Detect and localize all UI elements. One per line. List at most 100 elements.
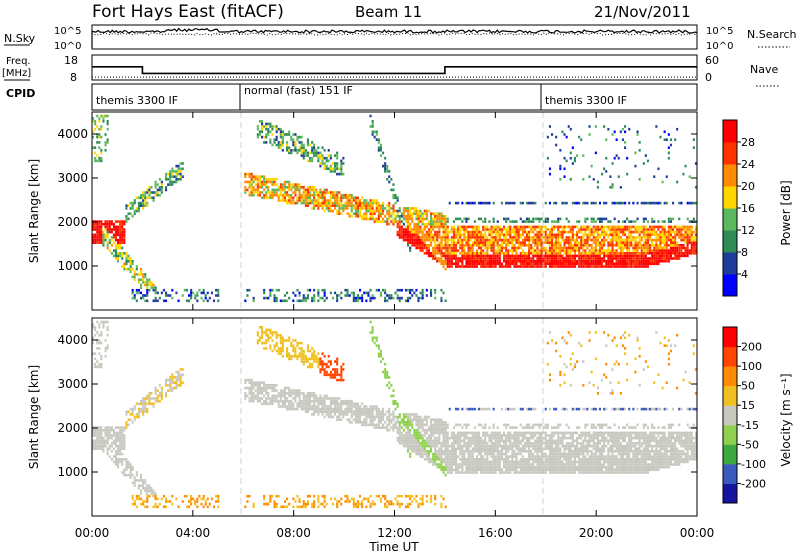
heatmap-cell	[304, 191, 307, 194]
heatmap-cell	[152, 492, 155, 495]
heatmap-cell	[281, 196, 284, 200]
heatmap-cell	[586, 233, 589, 237]
heatmap-cell	[425, 252, 428, 255]
heatmap-cell	[344, 413, 347, 416]
heatmap-cell	[325, 502, 328, 506]
heatmap-cell	[265, 384, 268, 387]
heatmap-cell	[511, 244, 514, 247]
heatmap-cell	[398, 209, 401, 213]
heatmap-cell	[400, 436, 403, 440]
heatmap-cell	[119, 434, 122, 437]
heatmap-cell	[104, 428, 107, 432]
heatmap-cell	[325, 370, 328, 374]
heatmap-cell	[273, 505, 276, 509]
heatmap-cell	[379, 291, 382, 295]
heatmap-cell	[430, 220, 433, 223]
heatmap-cell	[519, 259, 522, 263]
heatmap-cell	[638, 246, 641, 250]
heatmap-cell	[292, 505, 295, 509]
heatmap-cell	[482, 225, 485, 229]
heatmap-cell	[311, 352, 314, 355]
heatmap-cell	[104, 426, 107, 429]
heatmap-cell	[384, 505, 387, 509]
heatmap-cell	[400, 418, 403, 421]
heatmap-cell	[557, 241, 560, 244]
heatmap-cell	[615, 230, 618, 234]
heatmap-cell	[609, 233, 612, 237]
heatmap-cell	[644, 233, 647, 237]
heatmap-cell	[557, 228, 560, 231]
heatmap-cell	[450, 254, 453, 258]
heatmap-cell	[363, 497, 366, 501]
heatmap-cell	[317, 193, 320, 197]
heatmap-cell	[427, 209, 430, 213]
heatmap-cell	[567, 262, 570, 266]
heatmap-cell	[135, 505, 138, 509]
heatmap-cell	[379, 294, 382, 297]
heatmap-cell	[127, 473, 130, 477]
heatmap-cell	[551, 220, 554, 223]
heatmap-cell	[210, 497, 213, 501]
heatmap-cell	[500, 228, 503, 231]
heatmap-cell	[494, 259, 497, 263]
heatmap-cell	[390, 384, 393, 387]
heatmap-cell	[488, 233, 491, 237]
heatmap-cell	[346, 193, 349, 197]
heatmap-cell	[548, 172, 551, 176]
heatmap-cell	[388, 204, 391, 207]
heatmap-cell	[532, 254, 535, 258]
heatmap-cell	[417, 236, 420, 239]
heatmap-cell	[538, 238, 541, 242]
heatmap-cell	[267, 402, 270, 406]
heatmap-cell	[359, 288, 362, 292]
heatmap-cell	[669, 233, 672, 237]
heatmap-cell	[131, 259, 134, 263]
heatmap-cell	[605, 225, 608, 229]
heatmap-cell	[402, 442, 405, 445]
heatmap-cell	[363, 215, 366, 218]
heatmap-cell	[271, 402, 274, 406]
heatmap-cell	[555, 249, 558, 252]
heatmap-cell	[455, 217, 458, 221]
heatmap-cell	[659, 238, 662, 242]
heatmap-cell	[646, 249, 649, 252]
heatmap-cell	[417, 220, 420, 223]
heatmap-cell	[494, 249, 497, 252]
heatmap-cell	[663, 201, 666, 205]
heatmap-cell	[548, 259, 551, 263]
heatmap-cell	[540, 238, 543, 242]
heatmap-cell	[329, 402, 332, 406]
heatmap-cell	[684, 236, 687, 239]
heatmap-cell	[112, 439, 115, 443]
heatmap-cell	[471, 254, 474, 258]
heatmap-cell	[311, 392, 314, 395]
heatmap-cell	[306, 143, 309, 147]
heatmap-cell	[484, 238, 487, 242]
heatmap-cell	[167, 384, 170, 387]
heatmap-cell	[442, 244, 445, 247]
heatmap-cell	[248, 172, 251, 176]
heatmap-cell	[352, 294, 355, 297]
heatmap-cell	[438, 249, 441, 252]
heatmap-cell	[100, 431, 103, 435]
heatmap-cell	[162, 288, 165, 292]
heatmap-cell	[536, 217, 539, 221]
heatmap-cell	[269, 141, 272, 144]
heatmap-cell	[329, 413, 332, 416]
heatmap-cell	[559, 149, 562, 152]
heatmap-cell	[609, 186, 612, 189]
heatmap-cell	[350, 399, 353, 403]
heatmap-cell	[296, 407, 299, 411]
heatmap-cell	[584, 238, 587, 242]
heatmap-cell	[313, 296, 316, 300]
heatmap-cell	[415, 241, 418, 244]
heatmap-cell	[94, 222, 97, 226]
heatmap-cell	[283, 399, 286, 403]
heatmap-cell	[538, 228, 541, 231]
heatmap-cell	[655, 230, 658, 234]
heatmap-cell	[300, 355, 303, 358]
heatmap-cell	[626, 217, 629, 221]
heatmap-cell	[309, 494, 312, 498]
heatmap-cell	[442, 215, 445, 218]
heatmap-cell	[196, 291, 199, 295]
